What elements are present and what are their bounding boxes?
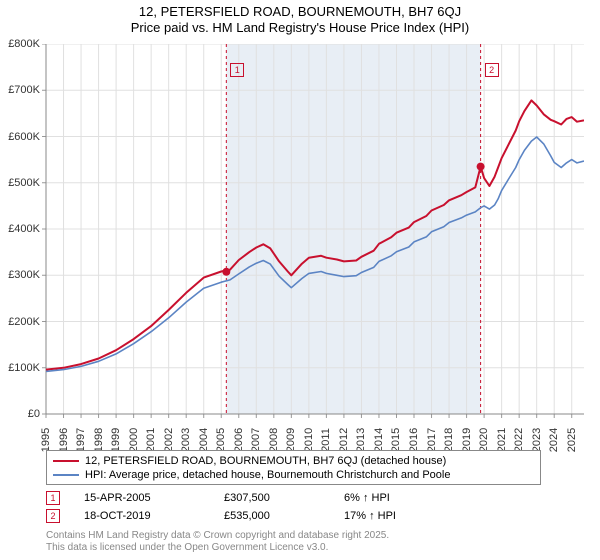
chart-area: £0£100K£200K£300K£400K£500K£600K£700K£80… [46, 44, 584, 414]
footnote: Contains HM Land Registry data © Crown c… [46, 530, 389, 554]
footnote-line-2: This data is licensed under the Open Gov… [46, 542, 328, 553]
sale-price: £535,000 [224, 510, 344, 522]
y-tick-label: £0 [0, 408, 40, 420]
sale-marker-box: 1 [46, 491, 60, 505]
sale-row: 2 18-OCT-2019£535,00017% ↑ HPI [46, 508, 586, 524]
sale-marker-label: 2 [485, 63, 499, 77]
title-line-2: Price paid vs. HM Land Registry's House … [131, 20, 469, 35]
chart-container: 12, PETERSFIELD ROAD, BOURNEMOUTH, BH7 6… [0, 0, 600, 560]
sale-date: 15-APR-2005 [84, 492, 224, 504]
sale-delta: 6% ↑ HPI [344, 492, 444, 504]
y-tick-label: £500K [0, 177, 40, 189]
legend-item: HPI: Average price, detached house, Bour… [53, 468, 534, 482]
y-tick-label: £200K [0, 316, 40, 328]
sale-row: 1 15-APR-2005£307,5006% ↑ HPI [46, 490, 586, 506]
sale-price: £307,500 [224, 492, 344, 504]
y-tick-label: £300K [0, 269, 40, 281]
chart-title: 12, PETERSFIELD ROAD, BOURNEMOUTH, BH7 6… [0, 0, 600, 36]
sale-delta: 17% ↑ HPI [344, 510, 444, 522]
x-tick-label: 2025 [566, 425, 578, 455]
legend-label: HPI: Average price, detached house, Bour… [85, 469, 450, 481]
sale-marker-label: 1 [230, 63, 244, 77]
sale-date: 18-OCT-2019 [84, 510, 224, 522]
legend: 12, PETERSFIELD ROAD, BOURNEMOUTH, BH7 6… [46, 450, 541, 485]
legend-swatch [53, 460, 79, 462]
x-axis-ticks: 1995199619971998199920002001200220032004… [46, 414, 584, 444]
y-tick-label: £700K [0, 84, 40, 96]
legend-swatch [53, 474, 79, 476]
y-tick-label: £600K [0, 131, 40, 143]
plot-svg [40, 44, 584, 420]
sale-marker-box: 2 [46, 509, 60, 523]
y-tick-label: £400K [0, 223, 40, 235]
y-tick-label: £100K [0, 362, 40, 374]
y-tick-label: £800K [0, 38, 40, 50]
x-tick-label: 2024 [548, 425, 560, 455]
title-line-1: 12, PETERSFIELD ROAD, BOURNEMOUTH, BH7 6… [139, 4, 461, 19]
footnote-line-1: Contains HM Land Registry data © Crown c… [46, 530, 389, 541]
legend-item: 12, PETERSFIELD ROAD, BOURNEMOUTH, BH7 6… [53, 454, 534, 468]
legend-label: 12, PETERSFIELD ROAD, BOURNEMOUTH, BH7 6… [85, 455, 446, 467]
